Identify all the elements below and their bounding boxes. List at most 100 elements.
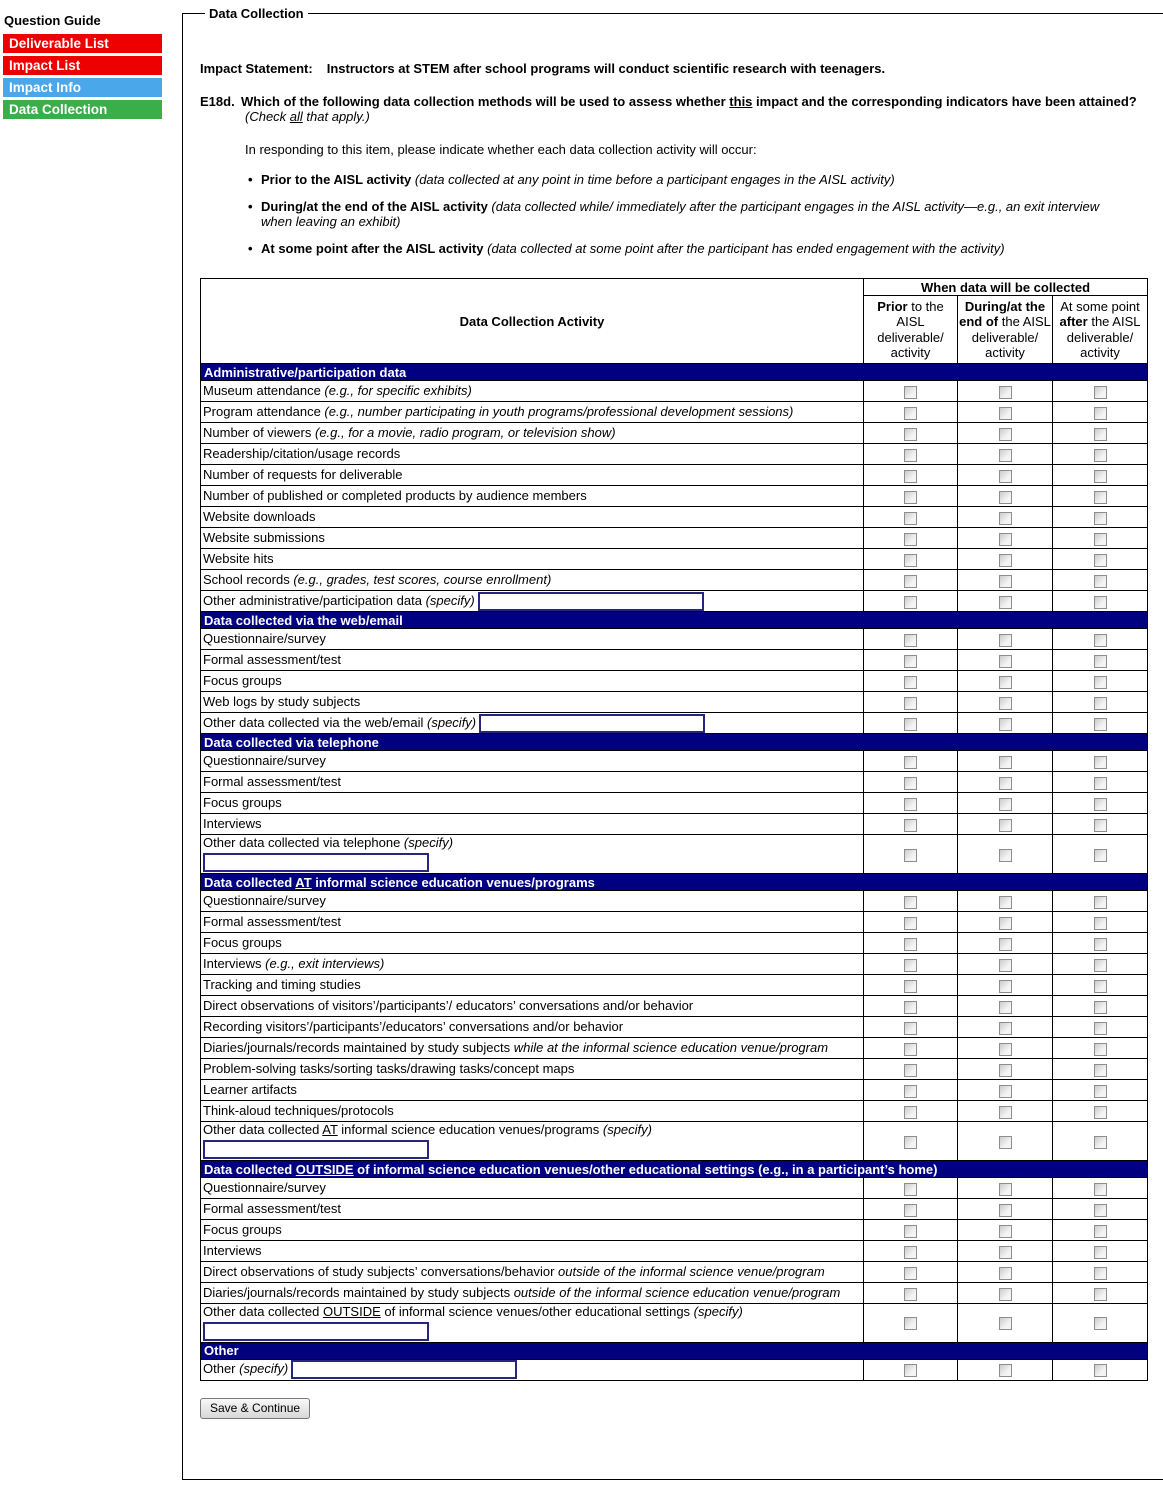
checkbox-prior[interactable] [904, 755, 917, 769]
checkbox-after[interactable] [1093, 958, 1107, 972]
checkbox-after[interactable] [1093, 1203, 1107, 1217]
checkbox-prior[interactable] [904, 776, 917, 790]
checkbox-after[interactable] [1093, 633, 1107, 647]
checkbox-during[interactable] [998, 895, 1012, 909]
checkbox-prior[interactable] [904, 797, 917, 811]
checkbox-prior[interactable] [904, 490, 917, 504]
checkbox-after[interactable] [1093, 448, 1107, 462]
checkbox-prior[interactable] [904, 654, 917, 668]
checkbox-during[interactable] [998, 574, 1012, 588]
checkbox-prior[interactable] [904, 633, 917, 647]
checkbox-after[interactable] [1093, 1135, 1107, 1149]
checkbox-during[interactable] [998, 1317, 1012, 1331]
checkbox-prior[interactable] [904, 937, 917, 951]
sidebar-item-data-collection[interactable]: Data Collection [3, 100, 162, 119]
sidebar-item-impact-info[interactable]: Impact Info [3, 78, 162, 97]
checkbox-during[interactable] [998, 1224, 1012, 1238]
checkbox-prior[interactable] [904, 1266, 917, 1280]
checkbox-during[interactable] [998, 776, 1012, 790]
checkbox-during[interactable] [998, 1245, 1012, 1259]
checkbox-during[interactable] [998, 1287, 1012, 1301]
specify-input[interactable] [291, 1360, 518, 1380]
checkbox-during[interactable] [998, 654, 1012, 668]
checkbox-prior[interactable] [904, 1000, 917, 1014]
checkbox-prior[interactable] [904, 1203, 917, 1217]
save-continue-button[interactable]: Save & Continue [200, 1397, 311, 1419]
checkbox-after[interactable] [1093, 427, 1107, 441]
checkbox-during[interactable] [998, 717, 1012, 731]
checkbox-after[interactable] [1093, 1105, 1107, 1119]
checkbox-after[interactable] [1093, 654, 1107, 668]
checkbox-prior[interactable] [904, 696, 917, 710]
checkbox-prior[interactable] [904, 848, 917, 862]
checkbox-during[interactable] [998, 1084, 1012, 1098]
checkbox-prior[interactable] [904, 448, 917, 462]
checkbox-after[interactable] [1093, 1042, 1107, 1056]
sidebar-item-impact-list[interactable]: Impact List [3, 56, 162, 75]
checkbox-during[interactable] [998, 595, 1012, 609]
checkbox-after[interactable] [1093, 1317, 1107, 1331]
specify-input[interactable] [203, 853, 429, 873]
checkbox-after[interactable] [1093, 797, 1107, 811]
checkbox-after[interactable] [1093, 1063, 1107, 1077]
checkbox-prior[interactable] [904, 1287, 917, 1301]
specify-input[interactable] [479, 713, 706, 733]
checkbox-after[interactable] [1093, 1182, 1107, 1196]
checkbox-during[interactable] [998, 979, 1012, 993]
checkbox-during[interactable] [998, 1042, 1012, 1056]
checkbox-prior[interactable] [904, 1084, 917, 1098]
checkbox-prior[interactable] [904, 1245, 917, 1259]
checkbox-during[interactable] [998, 1203, 1012, 1217]
checkbox-after[interactable] [1093, 848, 1107, 862]
checkbox-after[interactable] [1093, 916, 1107, 930]
checkbox-during[interactable] [998, 490, 1012, 504]
checkbox-after[interactable] [1093, 1245, 1107, 1259]
checkbox-after[interactable] [1093, 755, 1107, 769]
checkbox-prior[interactable] [904, 1182, 917, 1196]
checkbox-prior[interactable] [904, 958, 917, 972]
checkbox-during[interactable] [998, 1266, 1012, 1280]
checkbox-after[interactable] [1093, 469, 1107, 483]
checkbox-after[interactable] [1093, 511, 1107, 525]
checkbox-during[interactable] [998, 958, 1012, 972]
checkbox-prior[interactable] [904, 1105, 917, 1119]
checkbox-during[interactable] [998, 511, 1012, 525]
checkbox-during[interactable] [998, 848, 1012, 862]
checkbox-after[interactable] [1093, 1084, 1107, 1098]
checkbox-prior[interactable] [904, 1135, 917, 1149]
checkbox-prior[interactable] [904, 895, 917, 909]
checkbox-during[interactable] [998, 448, 1012, 462]
checkbox-after[interactable] [1093, 1224, 1107, 1238]
checkbox-after[interactable] [1093, 385, 1107, 399]
checkbox-prior[interactable] [904, 818, 917, 832]
checkbox-during[interactable] [998, 675, 1012, 689]
checkbox-during[interactable] [998, 916, 1012, 930]
checkbox-after[interactable] [1093, 1287, 1107, 1301]
checkbox-during[interactable] [998, 1063, 1012, 1077]
checkbox-during[interactable] [998, 937, 1012, 951]
checkbox-prior[interactable] [904, 553, 917, 567]
checkbox-during[interactable] [998, 1182, 1012, 1196]
specify-input[interactable] [203, 1140, 429, 1160]
checkbox-after[interactable] [1093, 818, 1107, 832]
checkbox-during[interactable] [998, 385, 1012, 399]
checkbox-after[interactable] [1093, 595, 1107, 609]
checkbox-after[interactable] [1093, 1000, 1107, 1014]
checkbox-during[interactable] [998, 818, 1012, 832]
checkbox-during[interactable] [998, 633, 1012, 647]
sidebar-item-deliverable-list[interactable]: Deliverable List [3, 34, 162, 53]
specify-input[interactable] [477, 591, 704, 611]
checkbox-prior[interactable] [904, 675, 917, 689]
checkbox-prior[interactable] [904, 1021, 917, 1035]
checkbox-prior[interactable] [904, 1364, 917, 1378]
checkbox-prior[interactable] [904, 717, 917, 731]
checkbox-prior[interactable] [904, 1317, 917, 1331]
specify-input[interactable] [203, 1321, 429, 1341]
checkbox-during[interactable] [998, 553, 1012, 567]
checkbox-after[interactable] [1093, 937, 1107, 951]
checkbox-prior[interactable] [904, 916, 917, 930]
checkbox-after[interactable] [1093, 532, 1107, 546]
checkbox-prior[interactable] [904, 1063, 917, 1077]
checkbox-during[interactable] [998, 755, 1012, 769]
checkbox-prior[interactable] [904, 532, 917, 546]
